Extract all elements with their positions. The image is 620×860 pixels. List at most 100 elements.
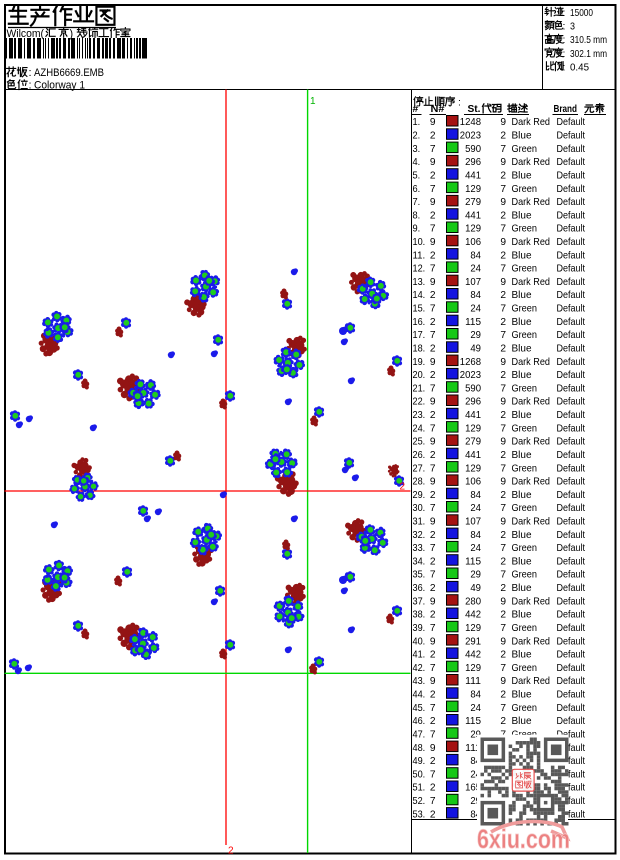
svg-text:Brand: Brand (554, 104, 578, 115)
svg-text:9: 9 (430, 596, 436, 607)
svg-text:53.: 53. (413, 809, 426, 820)
svg-text:9: 9 (430, 277, 436, 288)
svg-text:115: 115 (465, 317, 481, 328)
svg-text:Default: Default (557, 410, 586, 421)
svg-text:Blue: Blue (512, 530, 532, 541)
svg-text:5.: 5. (413, 170, 421, 181)
svg-text:29: 29 (470, 330, 481, 341)
svg-text:9: 9 (430, 237, 436, 248)
svg-text:0.45: 0.45 (570, 62, 589, 73)
svg-text:Default: Default (557, 636, 586, 647)
svg-text:6xiu.com: 6xiu.com (477, 824, 570, 854)
svg-text:AZHB6669.EMB: AZHB6669.EMB (34, 67, 104, 79)
svg-text:Dark Red: Dark Red (512, 357, 551, 368)
svg-text:29: 29 (470, 730, 481, 741)
svg-text:Blue: Blue (512, 450, 532, 461)
svg-text:2: 2 (500, 170, 506, 181)
svg-text:29: 29 (470, 796, 481, 807)
svg-text:7: 7 (430, 503, 436, 514)
svg-text:129: 129 (465, 423, 481, 434)
svg-text:9: 9 (430, 197, 436, 208)
svg-text:Blue: Blue (512, 556, 532, 567)
svg-text:2: 2 (430, 131, 436, 142)
svg-text:): ) (70, 28, 74, 40)
svg-text:9: 9 (430, 636, 436, 647)
svg-text:Dark Red: Dark Red (512, 636, 551, 647)
svg-text:2: 2 (430, 290, 436, 301)
svg-text:129: 129 (465, 663, 481, 674)
svg-text:38.: 38. (413, 610, 426, 621)
svg-text:9: 9 (430, 357, 436, 368)
svg-text:1248: 1248 (460, 117, 482, 128)
svg-text:Dark Red: Dark Red (512, 596, 551, 607)
svg-text:442: 442 (465, 650, 481, 661)
svg-text:2: 2 (430, 650, 436, 661)
svg-text:296: 296 (465, 157, 481, 168)
svg-text:7: 7 (500, 264, 506, 275)
svg-text:2: 2 (500, 530, 506, 541)
svg-text:Default: Default (557, 490, 586, 501)
svg-text:2: 2 (430, 583, 436, 594)
svg-text:Dark Red: Dark Red (512, 437, 551, 448)
svg-text:35.: 35. (413, 570, 426, 581)
svg-text:Dark Red: Dark Red (512, 676, 551, 687)
svg-text:7: 7 (500, 304, 506, 315)
svg-text:590: 590 (465, 383, 481, 394)
svg-text:9: 9 (500, 197, 506, 208)
svg-text:9: 9 (500, 397, 506, 408)
svg-text:84: 84 (470, 690, 481, 701)
svg-text:32.: 32. (413, 530, 426, 541)
svg-text::: : (563, 61, 566, 73)
svg-text:2: 2 (430, 370, 436, 381)
svg-text:Default: Default (557, 170, 586, 181)
svg-text:23.: 23. (413, 410, 426, 421)
svg-text:Default: Default (557, 450, 586, 461)
svg-text:7: 7 (500, 570, 506, 581)
svg-text:48.: 48. (413, 743, 426, 754)
svg-text:9: 9 (430, 437, 436, 448)
svg-text:115: 115 (465, 556, 481, 567)
svg-text:9: 9 (430, 676, 436, 687)
svg-text:84: 84 (470, 809, 481, 820)
svg-text:24: 24 (470, 264, 481, 275)
svg-text::: : (563, 21, 566, 33)
svg-text:Dark Red: Dark Red (512, 517, 551, 528)
svg-text:29.: 29. (413, 490, 426, 501)
svg-text:Default: Default (557, 583, 586, 594)
svg-text:14.: 14. (413, 290, 426, 301)
svg-text:Default: Default (557, 690, 586, 701)
svg-text:279: 279 (465, 437, 481, 448)
svg-text:36.: 36. (413, 583, 426, 594)
svg-text:7: 7 (430, 383, 436, 394)
svg-text:52.: 52. (413, 796, 426, 807)
svg-text:Blue: Blue (512, 344, 532, 355)
svg-text:2: 2 (400, 482, 406, 493)
svg-text:2: 2 (430, 490, 436, 501)
svg-text:Green: Green (512, 330, 538, 341)
svg-text:Default: Default (557, 131, 586, 142)
svg-text:Default: Default (557, 716, 586, 727)
svg-text:Blue: Blue (512, 650, 532, 661)
svg-text:Default: Default (557, 809, 586, 820)
svg-text:9: 9 (430, 157, 436, 168)
svg-text:84: 84 (470, 490, 481, 501)
svg-text:3: 3 (570, 22, 575, 33)
svg-text::: : (29, 67, 32, 79)
svg-text:Default: Default (557, 503, 586, 514)
svg-text:Default: Default (557, 543, 586, 554)
svg-text:2: 2 (500, 556, 506, 567)
svg-text:590: 590 (465, 144, 481, 155)
svg-text:44.: 44. (413, 690, 426, 701)
svg-text:Dark Red: Dark Red (512, 157, 551, 168)
svg-text:7: 7 (500, 663, 506, 674)
svg-text:2: 2 (500, 131, 506, 142)
svg-text:St.: St. (468, 104, 481, 115)
svg-text:9: 9 (500, 596, 506, 607)
svg-text:Dark Red: Dark Red (512, 237, 551, 248)
svg-text:Default: Default (557, 517, 586, 528)
svg-text:15.: 15. (413, 304, 426, 315)
svg-text:Green: Green (512, 304, 538, 315)
svg-text:2: 2 (500, 650, 506, 661)
svg-text:Default: Default (557, 610, 586, 621)
svg-text:9: 9 (500, 117, 506, 128)
